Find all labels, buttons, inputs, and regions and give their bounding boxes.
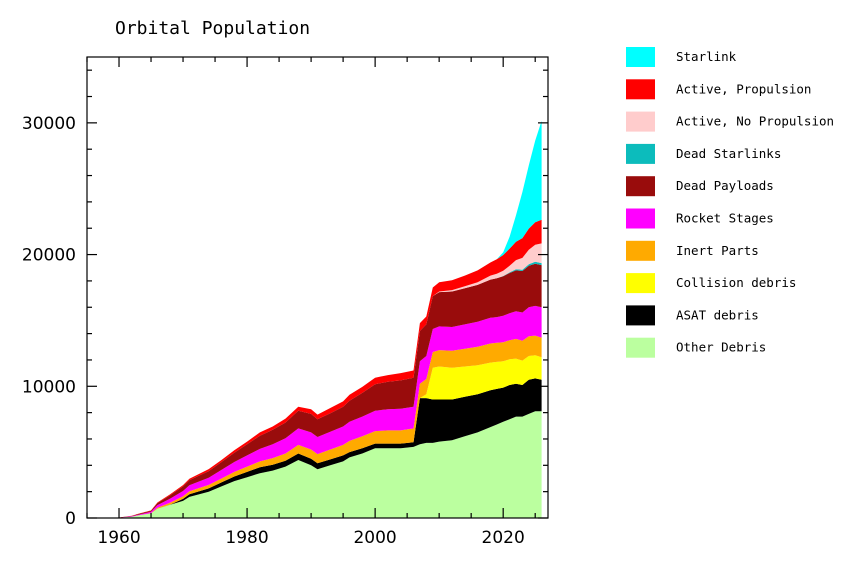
legend-swatch — [626, 176, 655, 197]
legend-item-active-no-propulsion: Active, No Propulsion — [626, 111, 834, 132]
y-tick-label: 30000 — [22, 114, 76, 134]
legend-swatch — [626, 337, 655, 358]
legend-item-active-propulsion: Active, Propulsion — [626, 79, 811, 100]
legend-label: Dead Starlinks — [676, 146, 781, 161]
legend-item-asat-debris: ASAT debris — [626, 305, 759, 326]
legend-label: Inert Parts — [676, 243, 759, 258]
legend-item-inert-parts: Inert Parts — [626, 240, 759, 261]
stacked-areas — [99, 120, 542, 519]
x-tick-label: 2000 — [353, 528, 396, 548]
legend: Starlink Active, Propulsion Active, No Pro… — [626, 47, 834, 358]
area-rocket-stages — [99, 305, 542, 518]
legend-swatch — [626, 273, 655, 294]
legend-label: Collision debris — [676, 275, 796, 290]
legend-item-dead-payloads: Dead Payloads — [626, 176, 774, 197]
legend-item-collision-debris: Collision debris — [626, 273, 796, 294]
legend-label: Active, No Propulsion — [676, 114, 834, 129]
legend-label: ASAT debris — [676, 307, 759, 322]
x-tick-label: 2020 — [482, 528, 525, 548]
legend-label: Rocket Stages — [676, 211, 774, 226]
chart-title: Orbital Population — [115, 18, 310, 39]
x-tick-label: 1980 — [225, 528, 268, 548]
legend-swatch — [626, 47, 655, 67]
legend-label: Active, Propulsion — [676, 81, 811, 96]
legend-swatch — [626, 305, 655, 326]
area-other-debris — [99, 411, 542, 518]
legend-swatch — [626, 79, 655, 100]
y-tick-label: 20000 — [22, 246, 76, 266]
area-collision-debris — [99, 355, 542, 518]
legend-swatch — [626, 111, 655, 132]
plot-frame — [86, 56, 549, 519]
y-tick-label: 0 — [65, 509, 76, 529]
legend-item-rocket-stages: Rocket Stages — [626, 208, 774, 229]
x-axis-labels: 1960 1980 2000 2020 — [97, 528, 524, 548]
legend-swatch — [626, 208, 655, 229]
area-inert-parts — [99, 335, 542, 518]
axis-ticks — [86, 57, 548, 519]
legend-item-starlink: Starlink — [626, 47, 737, 67]
legend-swatch — [626, 240, 655, 261]
legend-label: Other Debris — [676, 340, 766, 355]
legend-label: Dead Payloads — [676, 178, 774, 193]
x-tick-label: 1960 — [97, 528, 140, 548]
legend-item-other-debris: Other Debris — [626, 337, 766, 358]
legend-item-dead-starlinks: Dead Starlinks — [626, 143, 781, 164]
legend-label: Starlink — [676, 49, 737, 64]
legend-swatch — [626, 143, 655, 164]
y-tick-label: 10000 — [22, 377, 76, 397]
area-asat-debris — [99, 378, 542, 518]
y-axis-labels: 0 10000 20000 30000 — [22, 114, 76, 529]
area-dead-payloads — [99, 263, 542, 518]
